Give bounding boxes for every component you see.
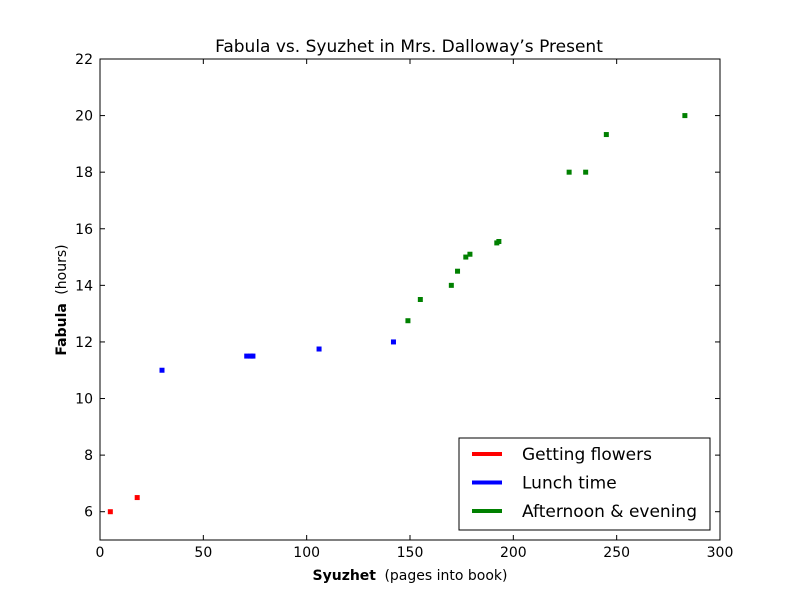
data-point	[250, 353, 256, 359]
plot-frame	[99, 58, 721, 541]
x-axis-label-rest: (pages into book)	[384, 568, 507, 584]
y-tick-label: 18	[75, 165, 93, 181]
chart-title: Fabula vs. Syuzhet in Mrs. Dalloway’s Pr…	[215, 37, 603, 57]
data-point	[603, 132, 609, 138]
x-tick-label: 250	[603, 545, 630, 561]
x-axis-label: Syuzhet (pages into book)	[313, 568, 508, 584]
y-axis-label-rest: (hours)	[54, 244, 70, 294]
data-point	[159, 367, 165, 373]
series-2	[405, 113, 688, 324]
data-point	[316, 346, 322, 352]
y-tick-label: 16	[75, 222, 93, 238]
data-point	[467, 251, 473, 257]
data-point	[682, 113, 688, 119]
data-point	[455, 268, 461, 274]
data-point	[583, 169, 589, 175]
y-tick-label: 14	[75, 278, 93, 294]
legend-items: Getting flowers Lunch time Afternoon & eve…	[472, 445, 697, 522]
data-point	[448, 282, 454, 288]
data-point	[417, 297, 423, 302]
x-tick-label: 0	[96, 545, 105, 561]
y-tick-label: 12	[75, 335, 93, 351]
y-tick-label: 6	[84, 505, 93, 521]
data-point	[107, 509, 113, 515]
data-point	[463, 254, 469, 260]
y-axis-label: Fabula (hours)	[54, 244, 70, 355]
data-point	[566, 169, 572, 175]
legend-label: Lunch time	[522, 474, 617, 494]
y-tick-label: 10	[75, 392, 93, 408]
data-point	[134, 495, 140, 501]
series-1	[159, 339, 396, 373]
data-point	[496, 238, 502, 244]
legend: Getting flowers Lunch time Afternoon & eve…	[458, 437, 711, 531]
data-point	[390, 339, 396, 345]
x-axis-label-bold: Syuzhet	[313, 568, 377, 584]
x-tick-label: 100	[293, 545, 320, 561]
data-point	[405, 318, 411, 324]
y-tick-label: 20	[75, 109, 93, 125]
legend-label: Getting flowers	[522, 445, 652, 465]
data-points	[107, 113, 688, 515]
y-tick-label: 22	[75, 52, 93, 68]
x-tick-label: 50	[194, 545, 212, 561]
y-axis-label-bold: Fabula	[54, 303, 70, 355]
x-tick-label: 300	[707, 545, 734, 561]
y-axis-ticks: 6 8 10 12 14 16 18 20 22	[75, 52, 720, 521]
y-tick-label: 8	[84, 448, 93, 464]
data-point	[244, 353, 250, 359]
x-tick-label: 200	[500, 545, 527, 561]
x-axis-ticks: 0 50 100 150 200 250 300	[96, 59, 734, 561]
series-0	[107, 495, 140, 515]
x-tick-label: 150	[397, 545, 424, 561]
legend-label: Afternoon & evening	[522, 502, 697, 522]
